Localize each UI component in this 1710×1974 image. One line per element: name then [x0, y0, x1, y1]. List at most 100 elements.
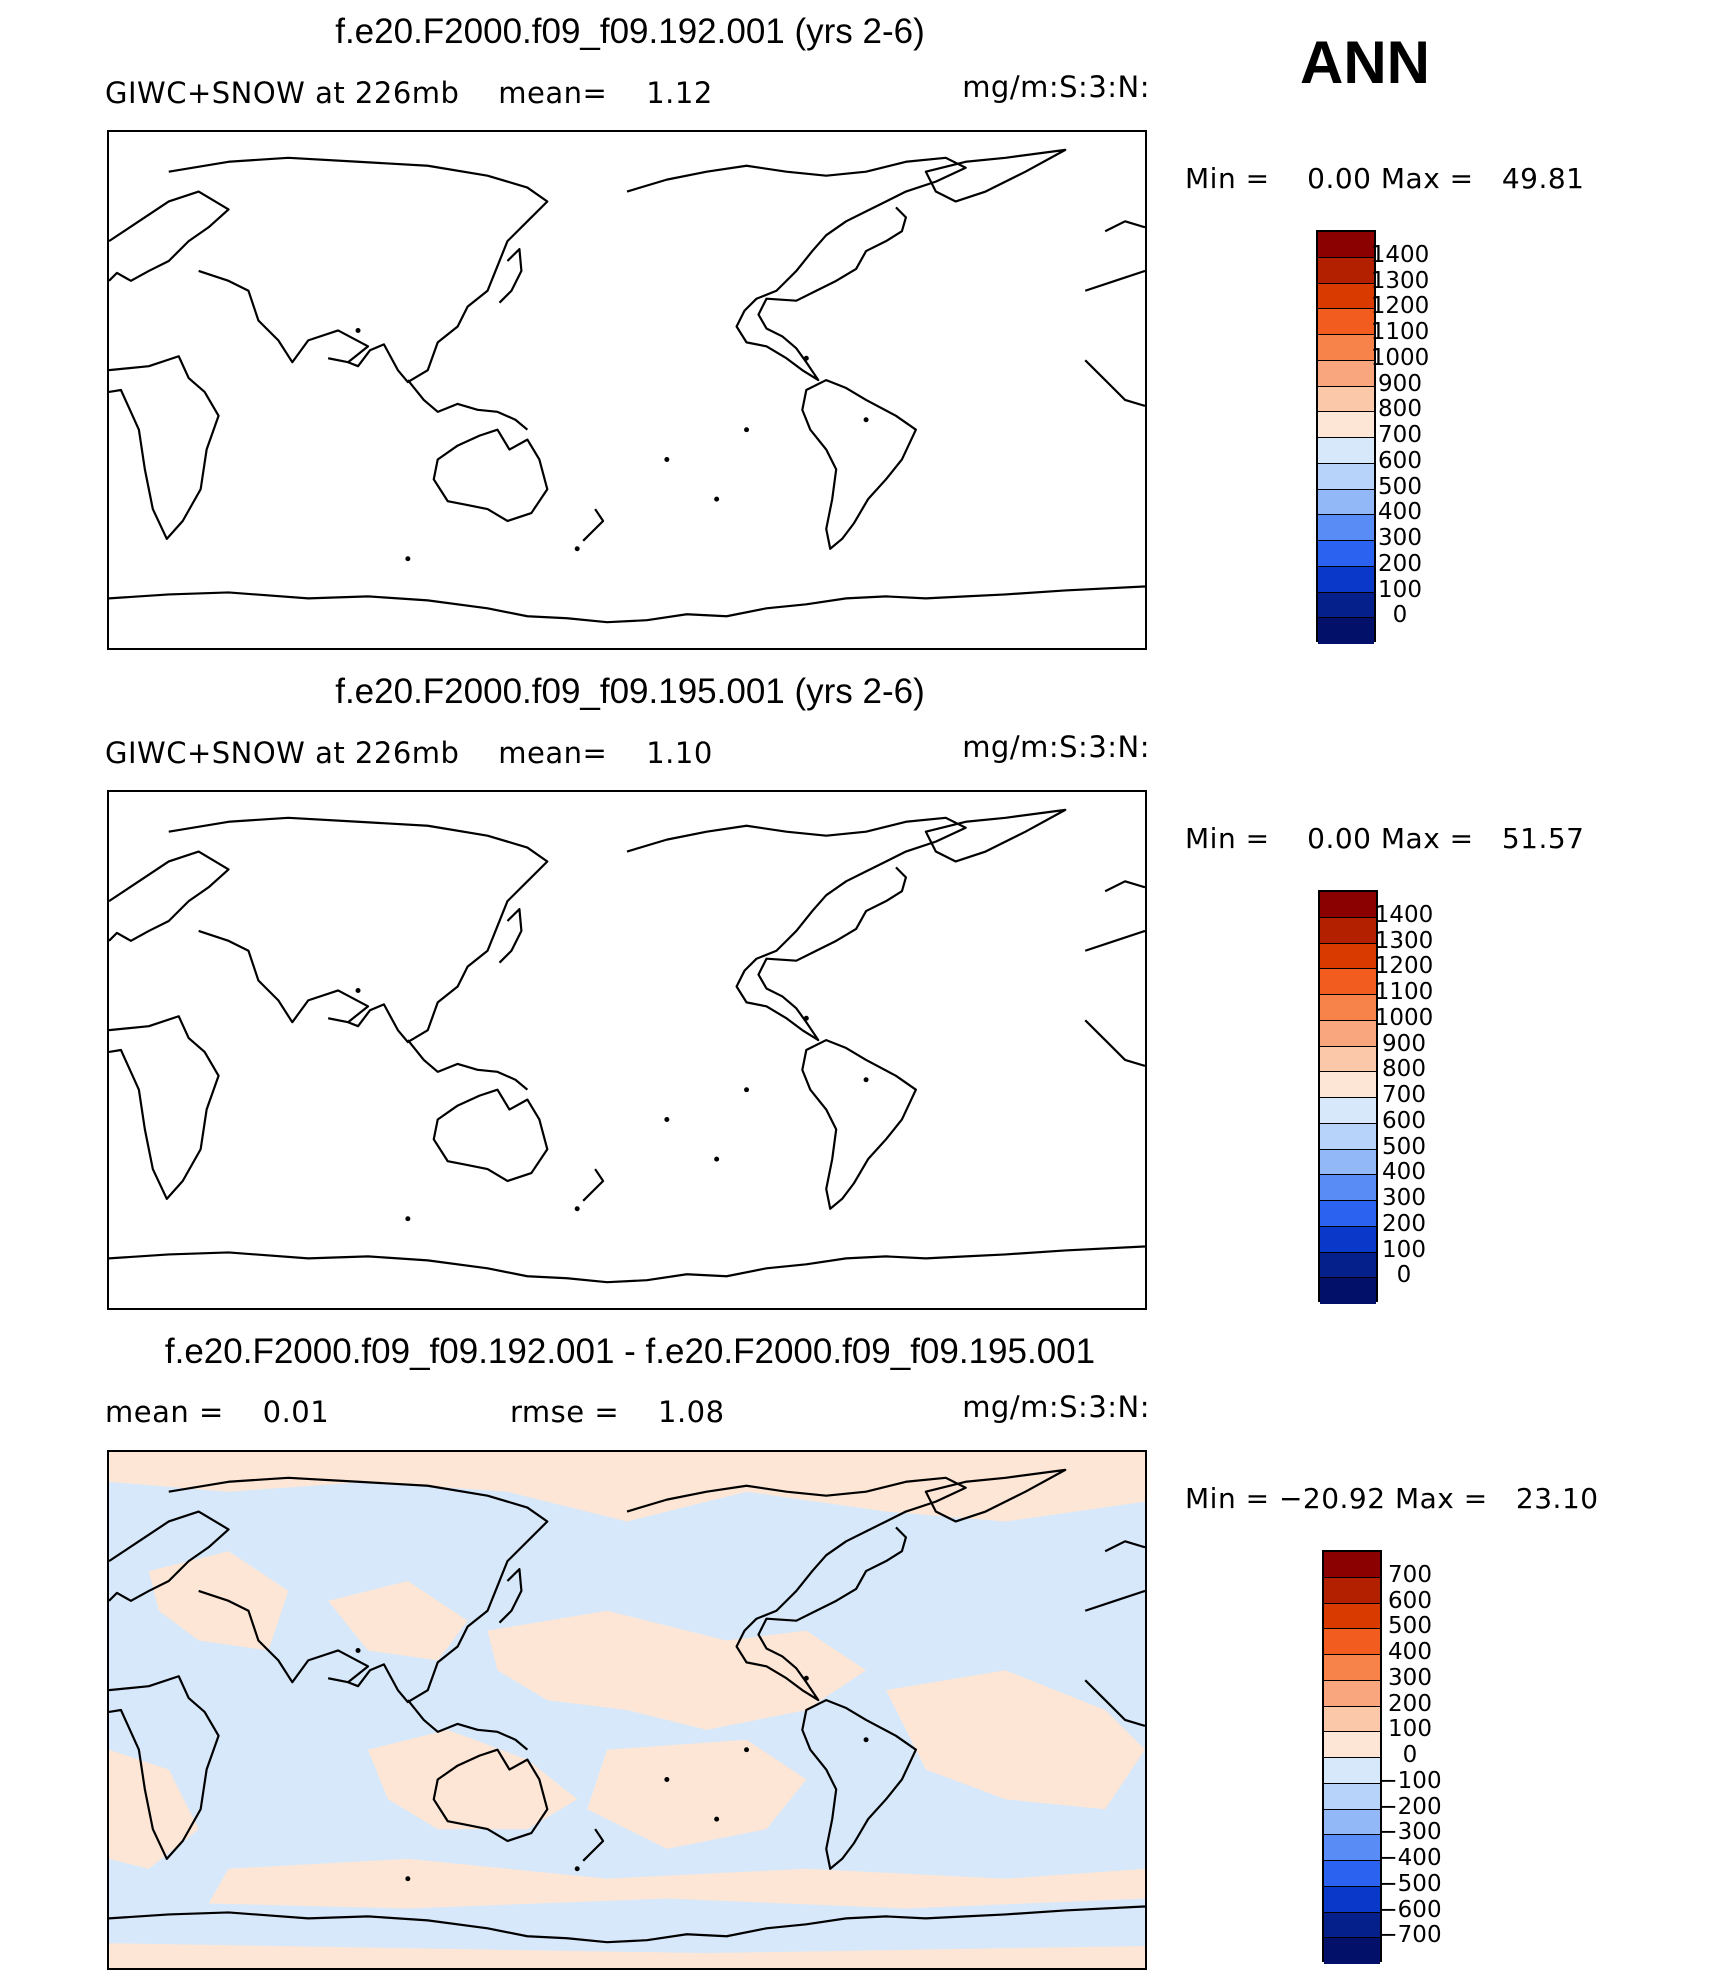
coastline [109, 1675, 220, 1860]
colorbar-segment [1320, 1072, 1376, 1098]
colorbar-tick-label: 400 [1378, 499, 1422, 526]
island [714, 496, 720, 502]
season-label: ANN [1300, 29, 1430, 96]
panel-3-min-max: Min = −20.92 Max = 23.10 [1185, 1482, 1599, 1515]
coastline [406, 379, 529, 431]
coastline [582, 508, 605, 542]
panel-2-colorbar [1318, 890, 1378, 1304]
colorbar-segment [1324, 1783, 1380, 1810]
map-canvas [109, 1452, 1145, 1968]
panel-1-min-max: Min = 0.00 Max = 49.81 [1185, 162, 1585, 195]
positive-difference-region [487, 1610, 867, 1730]
coastline [1084, 220, 1145, 407]
colorbar-tick-label: 0 [1392, 602, 1408, 629]
panel-3-title: f.e20.F2000.f09_f09.192.001 - f.e20.F200… [164, 1332, 1096, 1371]
coastline [109, 1510, 370, 1684]
colorbar-segment [1324, 1886, 1380, 1913]
colorbar-tick-label: 300 [1382, 1185, 1426, 1211]
coastline [498, 908, 523, 964]
colorbar-segment [1324, 1912, 1380, 1939]
colorbar-segment [1320, 1020, 1376, 1047]
colorbar-tick-label: 800 [1382, 1056, 1426, 1083]
coastline [801, 378, 917, 550]
island [803, 1675, 809, 1681]
positive-difference-region [587, 1739, 807, 1849]
positive-difference-region [368, 1729, 578, 1830]
colorbar-tick-label: 400 [1382, 1159, 1426, 1186]
island [574, 1206, 580, 1212]
colorbar-tick-label: 400 [1388, 1639, 1432, 1665]
island [863, 417, 869, 423]
colorbar-tick-label: 100 [1382, 1236, 1426, 1263]
colorbar-tick-label: 1300 [1374, 927, 1434, 954]
colorbar-tick-label: 800 [1378, 396, 1422, 423]
coastline [109, 355, 220, 540]
colorbar-tick-label: 900 [1378, 370, 1422, 397]
colorbar-tick-label: 200 [1388, 1690, 1432, 1717]
colorbar-segment [1324, 1552, 1380, 1578]
colorbar-segment [1320, 995, 1376, 1021]
colorbar-segment [1320, 1123, 1376, 1150]
colorbar-tick-label: 0 [1402, 1742, 1418, 1768]
positive-difference-region [886, 1670, 1145, 1810]
colorbar-tick-label: 500 [1378, 473, 1422, 500]
colorbar-segment [1324, 1680, 1380, 1707]
colorbar-segment [1320, 917, 1376, 944]
panel-3-colorbar [1322, 1550, 1382, 1964]
island [744, 427, 750, 433]
positive-difference-region [208, 1858, 1145, 1909]
colorbar-segment [1324, 1835, 1380, 1861]
colorbar-tick-label: 1000 [1370, 344, 1430, 371]
colorbar-segment [1324, 1758, 1380, 1784]
coastline [801, 1698, 917, 1870]
colorbar-segment [1318, 232, 1374, 258]
colorbar-tick-label: 1200 [1374, 953, 1434, 980]
colorbar-tick-label: −700 [1378, 1922, 1442, 1949]
coastline [109, 1015, 220, 1200]
island [664, 1776, 670, 1782]
coastline [109, 585, 1145, 624]
colorbar-segment [1324, 1809, 1380, 1836]
colorbar-segment [1318, 386, 1374, 413]
coastline [109, 850, 370, 1024]
coastline [582, 1828, 605, 1862]
map-canvas [109, 148, 1145, 624]
panel-2-map [107, 790, 1147, 1310]
colorbar-segment [1320, 1149, 1376, 1176]
coastline [432, 428, 549, 523]
colorbar-segment [1320, 1278, 1376, 1304]
colorbar-segment [1318, 515, 1374, 541]
panel-2-units: mg/m:S:3:N: [962, 730, 1150, 764]
colorbar-segment [1320, 1226, 1376, 1253]
panel-3-map [107, 1450, 1147, 1970]
colorbar-segment [1324, 1706, 1380, 1733]
panel-3-rmse-label: rmse = 1.08 [510, 1395, 725, 1429]
coastline [498, 1568, 523, 1624]
colorbar-tick-label: 1400 [1374, 901, 1434, 928]
island [863, 1077, 869, 1083]
coastline [109, 1245, 1145, 1284]
colorbar-segment [1324, 1629, 1380, 1655]
island [355, 1647, 361, 1653]
coastline [432, 1748, 549, 1843]
coastline [1084, 1540, 1145, 1727]
colorbar-tick-label: 1300 [1370, 267, 1430, 294]
colorbar-tick-label: 100 [1388, 1716, 1432, 1743]
island [664, 456, 670, 462]
coastline [626, 1476, 967, 1702]
island [863, 1737, 869, 1743]
colorbar-tick-label: −600 [1378, 1896, 1442, 1923]
colorbar-tick-label: 1400 [1370, 241, 1430, 268]
colorbar-segment [1324, 1732, 1380, 1758]
colorbar-segment [1324, 1655, 1380, 1681]
island [405, 1216, 411, 1222]
colorbar-segment [1318, 592, 1374, 619]
island [355, 327, 361, 333]
colorbar-segment [1318, 360, 1374, 387]
colorbar-tick-label: 700 [1382, 1082, 1426, 1108]
colorbar-segment [1318, 541, 1374, 567]
colorbar-tick-label: 500 [1382, 1133, 1426, 1160]
colorbar-tick-label: 500 [1388, 1613, 1432, 1640]
island [574, 1866, 580, 1872]
coastline [626, 816, 967, 1042]
